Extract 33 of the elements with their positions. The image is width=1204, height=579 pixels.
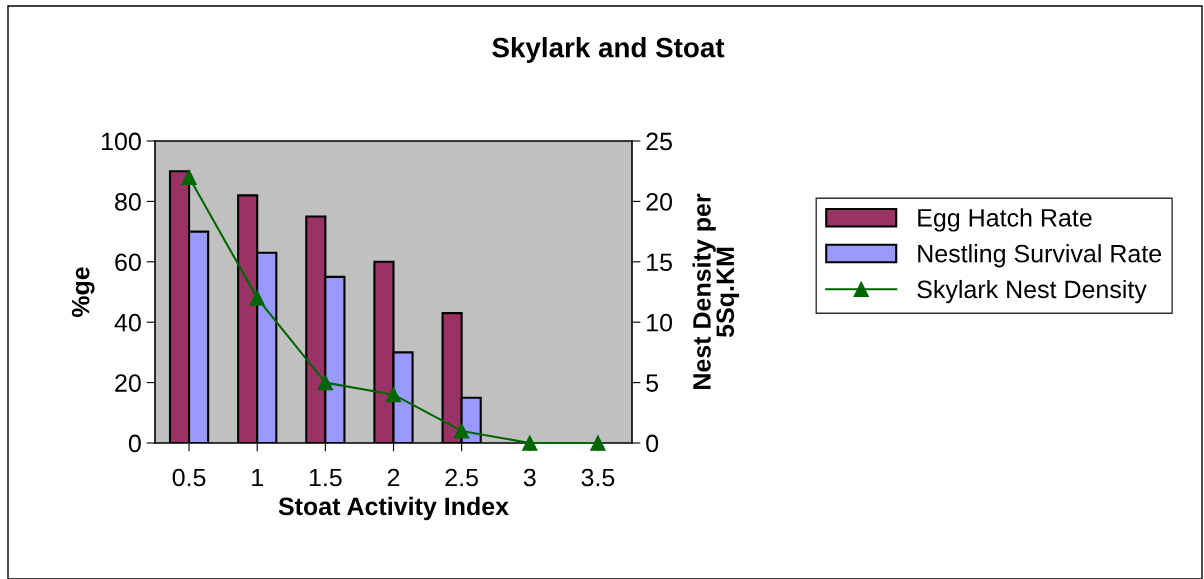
y-tick-label: 40 (114, 313, 141, 332)
point (317, 374, 333, 391)
y2-tick-label: 25 (646, 132, 672, 151)
point (385, 387, 402, 403)
y-tick-label: 20 (115, 374, 141, 392)
point (590, 435, 606, 451)
y-tick-label: 60 (115, 253, 141, 272)
y2-tick-label: 10 (647, 313, 673, 332)
legend-label: Egg Hatch Rate (918, 208, 1092, 232)
point (249, 290, 265, 306)
legend-label: Skylark Nest Density (917, 279, 1147, 304)
y-axis-title: %ge (71, 267, 95, 318)
y2-tick-label: 20 (646, 193, 673, 211)
y-tick-label: 100 (102, 132, 141, 151)
x-tick-label: 2.5 (445, 468, 478, 487)
point (454, 423, 470, 439)
x-tick-label: 1 (252, 468, 263, 487)
y-tick-label: 80 (115, 193, 141, 211)
y2-tick-label: 15 (647, 253, 672, 272)
x-tick-label: 2 (387, 468, 400, 487)
y-tick-label: 0 (128, 434, 141, 453)
x-tick-label: 3 (523, 468, 536, 487)
x-tick-label: 3.5 (581, 468, 615, 487)
x-axis-title: Stoat Activity Index (278, 496, 509, 521)
point (181, 169, 197, 185)
chart-title: Skylark and Stoat (492, 37, 725, 63)
x-tick-label: 1.5 (309, 468, 342, 487)
point (522, 435, 538, 451)
x-tick-label: 0.5 (172, 468, 206, 487)
y2-tick-label: 0 (646, 434, 659, 453)
y2-axis-title: Nest Density per 5Sq.KM (692, 193, 740, 389)
legend-label: Nestling Survival Rate (918, 244, 1162, 268)
y2-tick-label: 5 (646, 374, 659, 392)
